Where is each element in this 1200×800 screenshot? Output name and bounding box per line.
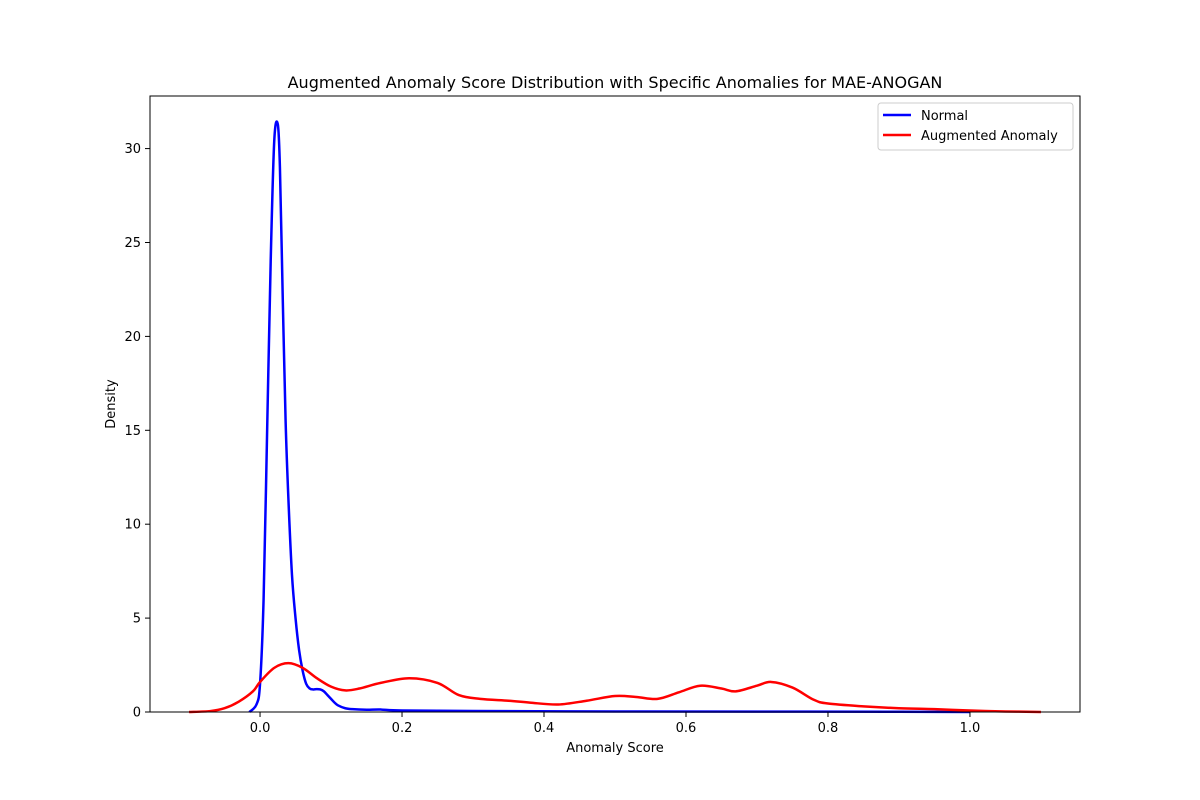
x-tick-label: 0.4 (534, 721, 555, 736)
x-tick-label: 0.0 (250, 721, 271, 736)
x-axis-ticks: 0.0 0.2 0.4 0.6 0.8 1.0 (250, 712, 981, 736)
plot-area (150, 96, 1080, 712)
x-tick-label: 0.2 (392, 721, 413, 736)
chart-title: Augmented Anomaly Score Distribution wit… (288, 73, 943, 92)
legend: Normal Augmented Anomaly (877, 102, 1074, 151)
x-axis-label: Anomaly Score (566, 741, 664, 756)
y-tick-label: 5 (133, 612, 141, 627)
series-line-augmented-anomaly (188, 661, 1041, 714)
y-tick-label: 30 (124, 142, 141, 157)
plot-frame (149, 95, 1081, 713)
series-layer (188, 120, 1041, 714)
x-tick-label: 0.6 (676, 721, 697, 736)
series-line-normal (248, 120, 970, 714)
y-axis-ticks: 0 5 10 15 20 25 30 (124, 142, 150, 721)
x-tick-label: 1.0 (960, 721, 981, 736)
legend-label-normal: Normal (921, 109, 968, 124)
x-tick-label: 0.8 (818, 721, 839, 736)
legend-box (877, 102, 1074, 151)
y-tick-label: 15 (124, 424, 141, 439)
y-tick-label: 0 (133, 706, 141, 721)
y-axis-label: Density (104, 379, 119, 429)
y-tick-label: 10 (124, 518, 141, 533)
y-tick-label: 25 (124, 236, 141, 251)
y-tick-label: 20 (124, 330, 141, 345)
legend-label-augmented-anomaly: Augmented Anomaly (921, 129, 1058, 144)
